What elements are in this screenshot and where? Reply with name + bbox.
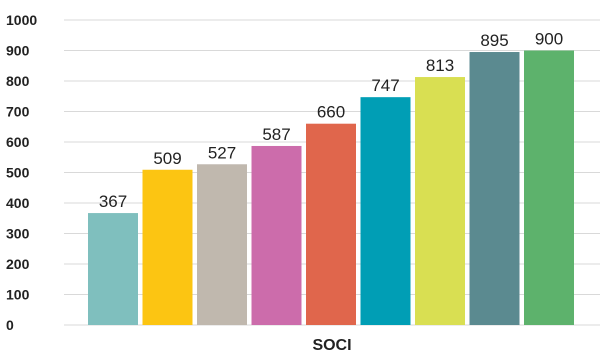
- data-labels: 367 509 527 587 660 747 813 895 900: [99, 30, 563, 212]
- bars: [88, 50, 574, 326]
- bar: [88, 213, 138, 325]
- y-tick-label: 200: [6, 256, 30, 272]
- bar-value-label: 895: [480, 31, 508, 50]
- y-tick-label: 800: [6, 73, 30, 89]
- y-tick-label: 600: [6, 134, 30, 150]
- bar: [197, 164, 247, 325]
- bar-value-label: 587: [262, 125, 290, 144]
- x-axis-title: SOCI: [312, 337, 351, 354]
- bar: [306, 123, 356, 325]
- y-tick-label: 1000: [6, 12, 37, 28]
- bar: [251, 145, 302, 325]
- bar-value-label: 660: [317, 103, 345, 122]
- bar-value-label: 367: [99, 192, 127, 211]
- bar: [360, 97, 411, 325]
- bar: [469, 52, 520, 326]
- y-tick-label: 900: [6, 43, 30, 59]
- bar: [415, 77, 465, 325]
- bar-value-label: 900: [535, 30, 563, 49]
- y-axis-ticks: 0 100 200 300 400 500 600 700 800 900 1000: [6, 12, 37, 333]
- bar-value-label: 527: [208, 143, 236, 162]
- y-tick-label: 700: [6, 104, 30, 120]
- bar-value-label: 747: [371, 76, 399, 95]
- bar-value-label: 509: [153, 149, 181, 168]
- y-tick-label: 100: [6, 287, 30, 303]
- y-tick-label: 300: [6, 226, 30, 242]
- y-tick-label: 0: [6, 317, 14, 333]
- bar: [142, 169, 193, 325]
- y-tick-label: 500: [6, 165, 30, 181]
- y-tick-label: 400: [6, 195, 30, 211]
- bar-value-label: 813: [426, 56, 454, 75]
- bar: [524, 50, 574, 325]
